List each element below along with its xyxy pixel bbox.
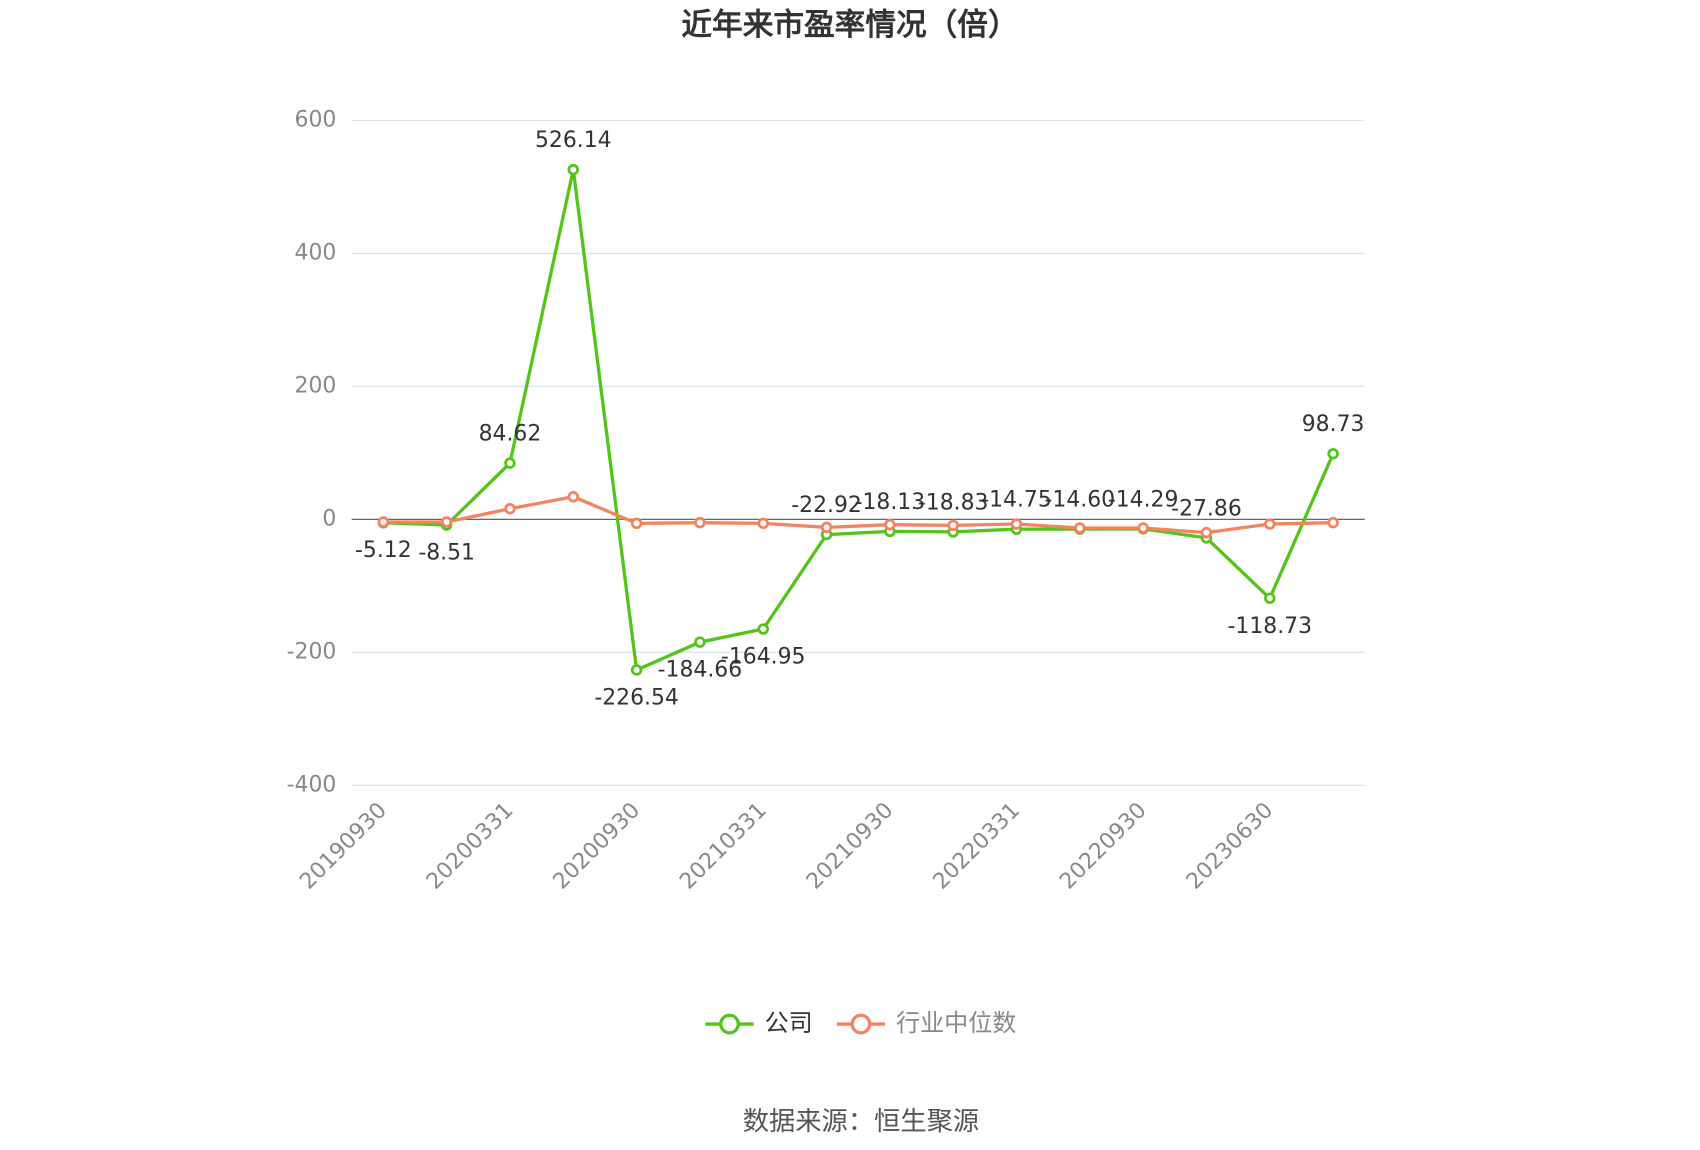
data-label: 84.62 <box>479 422 542 447</box>
y-tick-label: -400 <box>287 772 337 797</box>
point <box>1327 516 1339 529</box>
point <box>630 664 643 676</box>
point <box>757 623 769 635</box>
data-label: -184.66 <box>658 658 742 683</box>
x-tick-label: 20210930 <box>802 798 898 894</box>
data-label: -226.54 <box>594 685 679 710</box>
legend-label: 行业中位数 <box>896 1009 1016 1037</box>
y-tick-label: -200 <box>287 639 337 664</box>
point <box>694 516 706 529</box>
point <box>1074 522 1086 534</box>
data-label: -8.51 <box>418 540 475 565</box>
point <box>567 163 580 176</box>
y-tick-label: 200 <box>295 373 337 398</box>
data-label: 98.73 <box>1302 412 1365 437</box>
data-label: -27.86 <box>1171 496 1242 521</box>
point <box>440 516 453 528</box>
data-label: -18.13 <box>855 490 926 515</box>
data-label: -118.73 <box>1228 614 1313 639</box>
y-tick-label: 400 <box>295 240 337 265</box>
data-label: 526.14 <box>535 128 612 153</box>
point <box>1010 518 1023 530</box>
y-tick-label: 600 <box>295 107 337 132</box>
x-tick-label: 20200331 <box>422 798 518 894</box>
x-tick-label: 20230630 <box>1182 798 1278 894</box>
point <box>1137 522 1149 534</box>
point <box>567 491 580 503</box>
y-tick-label: 0 <box>322 506 336 531</box>
x-tick-label: 20200930 <box>549 798 645 894</box>
legend-marker <box>719 1013 740 1035</box>
point <box>377 516 390 528</box>
point <box>504 502 516 515</box>
source: 数据来源：恒生聚源 <box>743 1107 979 1137</box>
point <box>757 517 769 530</box>
point <box>1327 447 1339 460</box>
series-line <box>383 169 1335 673</box>
legend-label: 公司 <box>765 1009 813 1037</box>
x-tick-label: 20190930 <box>295 798 391 894</box>
data-label: -14.29 <box>1108 487 1179 512</box>
point <box>1200 526 1213 539</box>
x-tick-label: 20210331 <box>675 798 771 894</box>
point <box>630 517 643 530</box>
legend-marker <box>850 1013 872 1035</box>
point <box>947 519 959 532</box>
chart-title: 近年来市盈率情况（倍） <box>681 7 1018 43</box>
x-tick-label: 20220930 <box>1055 798 1151 894</box>
point <box>504 457 516 469</box>
point <box>1264 518 1276 530</box>
data-label: -5.12 <box>355 538 412 563</box>
data-label: -18.83 <box>918 490 989 515</box>
point <box>694 636 706 648</box>
data-label: -164.95 <box>721 644 806 669</box>
data-label: -22.92 <box>791 493 862 518</box>
series-line <box>383 495 1334 535</box>
data-label: -14.60 <box>1045 488 1116 513</box>
point <box>820 521 833 534</box>
point <box>884 518 896 531</box>
point <box>1264 592 1276 605</box>
x-tick-label: 20220331 <box>929 798 1025 894</box>
data-label: -14.75 <box>981 488 1052 513</box>
